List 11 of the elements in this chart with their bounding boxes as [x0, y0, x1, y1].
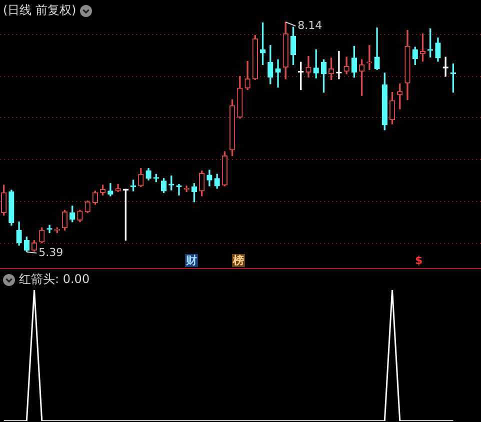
candlestick — [336, 50, 342, 80]
text: $ — [414, 254, 424, 267]
candlestick — [306, 56, 312, 78]
chart-title: 红箭头: 0.00 — [19, 271, 90, 288]
annotation: 5.39 — [38, 246, 64, 259]
candlestick — [442, 56, 448, 77]
chart-title: (日线 前复权) — [3, 2, 76, 19]
candlestick — [275, 59, 281, 88]
text: 财 — [185, 254, 198, 267]
text: 榜 — [232, 254, 245, 267]
annotation: 8.14 — [298, 18, 322, 32]
